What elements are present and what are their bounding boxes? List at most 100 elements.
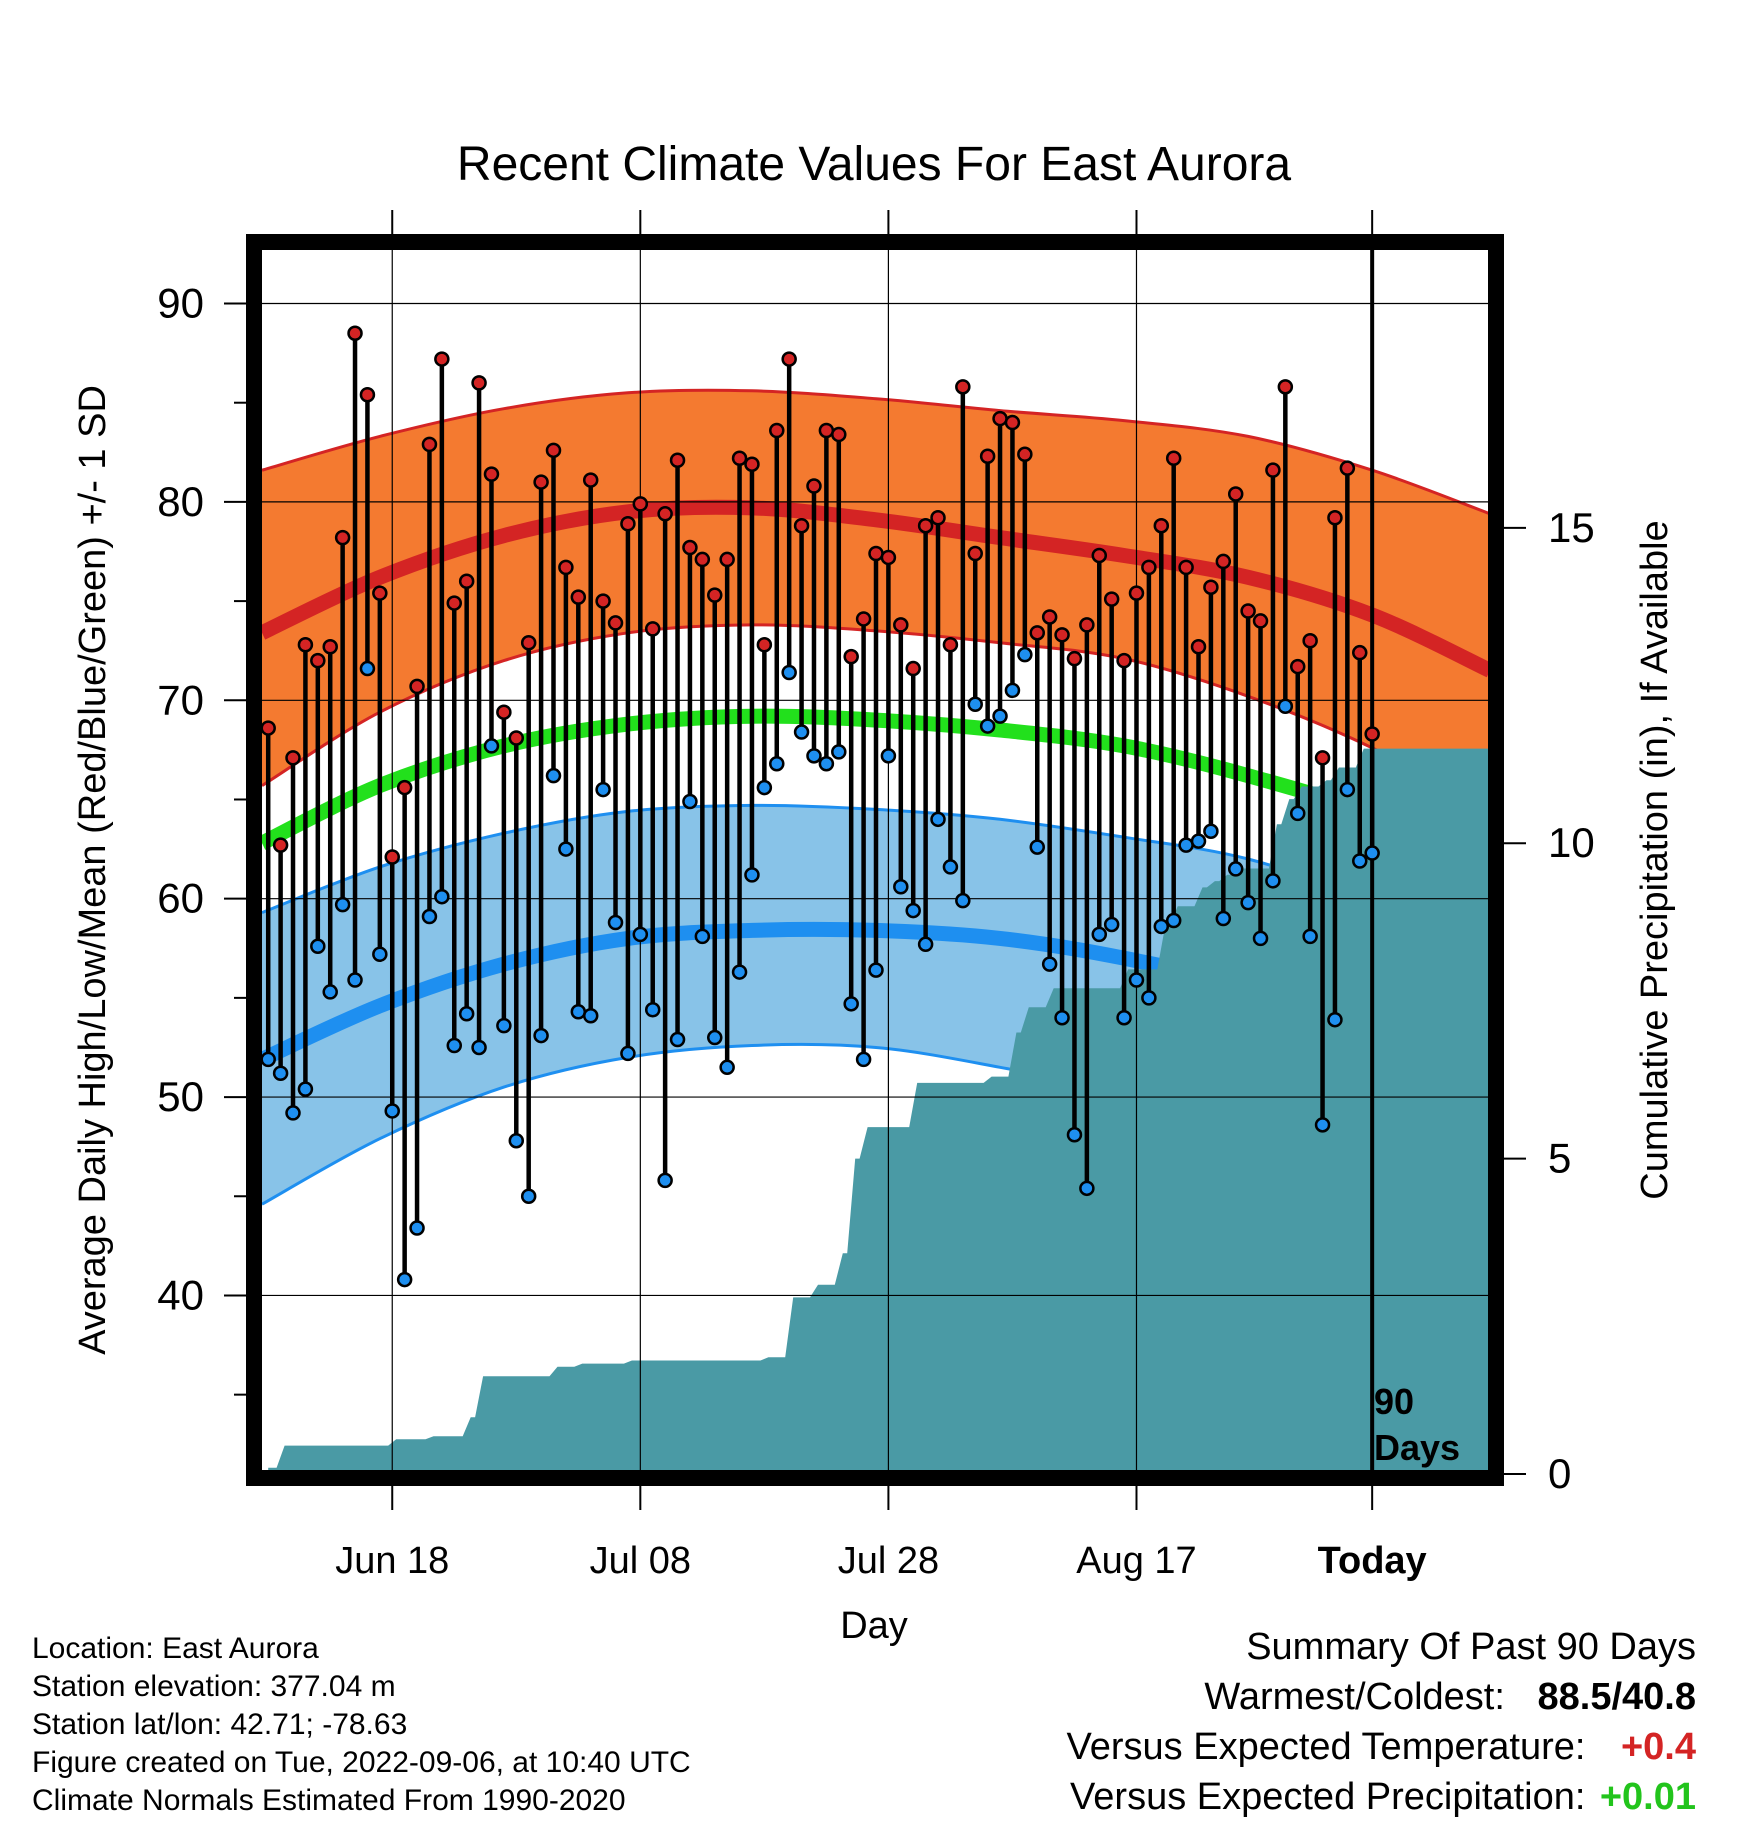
- daily-low-point: [1227, 861, 1244, 877]
- precipitation-area: [268, 748, 1490, 1474]
- daily-low-point: [285, 1105, 301, 1121]
- daily-high-point: [1054, 627, 1070, 643]
- axes: 40 50 60 70 80 90 0 5 10 15 Jun 18 Jul 08 Jul 28 Aug …: [157, 210, 1595, 1582]
- daily-low-point: [1116, 1009, 1132, 1026]
- daily-low-point: [1017, 646, 1033, 663]
- daily-low-point: [1178, 837, 1194, 853]
- daily-low-point: [1103, 916, 1120, 933]
- daily-low-point: [719, 1059, 735, 1076]
- daily-low-point: [868, 962, 884, 978]
- daily-high-point: [967, 545, 983, 562]
- daily-high-point: [396, 779, 413, 796]
- daily-high-point: [595, 593, 611, 609]
- daily-high-point: [917, 517, 934, 534]
- daily-high-point: [285, 750, 301, 766]
- daily-high-point: [471, 375, 487, 391]
- daily-high-point: [1190, 638, 1207, 655]
- daily-high-point: [669, 452, 686, 468]
- daily-high-point: [570, 589, 587, 605]
- daily-low-point: [769, 756, 785, 772]
- daily-low-point: [1128, 972, 1145, 988]
- daily-high-point: [496, 704, 512, 720]
- daily-low-point: [1302, 928, 1318, 945]
- daily-high-point: [620, 515, 636, 532]
- daily-high-point: [1128, 585, 1145, 601]
- daily-high-point: [1364, 726, 1380, 742]
- daily-high-point: [1327, 510, 1343, 526]
- daily-low-point: [1203, 823, 1219, 839]
- daily-high-point: [806, 478, 822, 494]
- temp-anomaly-value: +0.4: [1620, 1726, 1696, 1768]
- daily-high-point: [1091, 547, 1108, 564]
- daily-high-point: [1203, 579, 1219, 595]
- x-tick-label: Jun 18: [335, 1540, 449, 1582]
- daily-low-point: [1215, 910, 1232, 927]
- daily-low-point: [806, 748, 822, 764]
- daily-low-point: [1066, 1127, 1083, 1143]
- daily-low-point: [520, 1188, 537, 1205]
- daily-high-point: [781, 351, 797, 367]
- daily-high-point: [1277, 379, 1294, 395]
- daily-high-point: [1017, 446, 1033, 463]
- daily-low-point: [545, 767, 562, 784]
- daily-high-point: [880, 549, 897, 566]
- daily-high-point: [359, 387, 376, 403]
- daily-points: [260, 325, 1380, 1288]
- daily-low-point: [620, 1045, 636, 1062]
- daily-high-point: [322, 638, 338, 655]
- daily-low-point: [644, 1002, 661, 1018]
- daily-high-point: [657, 506, 673, 522]
- daily-low-point: [334, 896, 351, 913]
- daily-low-point: [1091, 926, 1108, 943]
- daily-low-point: [917, 936, 934, 953]
- daily-low-point: [905, 902, 921, 919]
- daily-high-point: [508, 730, 525, 746]
- daily-low-point: [1339, 781, 1356, 798]
- daily-high-point: [992, 410, 1008, 427]
- daily-low-point: [893, 879, 909, 895]
- daily-low-point: [372, 946, 388, 962]
- daily-low-point: [1190, 833, 1207, 849]
- daily-low-point: [992, 708, 1008, 724]
- daily-high-point: [905, 660, 921, 677]
- precip-anomaly-row: Versus Expected Precipitation: +0.01: [1067, 1772, 1696, 1822]
- station-info: Location: East Aurora Station elevation:…: [32, 1630, 691, 1820]
- warmest-coldest-row: Warmest/Coldest: 88.5/40.8: [1067, 1672, 1696, 1722]
- daily-high-point: [793, 517, 810, 534]
- y-right-tick-label: 5: [1548, 1135, 1571, 1182]
- daily-low-point: [1352, 853, 1368, 869]
- daily-high-point: [1029, 625, 1046, 641]
- y-right-tick-label: 15: [1548, 504, 1595, 551]
- daily-high-point: [558, 559, 574, 576]
- daily-high-point: [1066, 650, 1083, 667]
- x-tick-label: Aug 17: [1076, 1540, 1196, 1582]
- daily-high-point: [1103, 591, 1120, 607]
- y-left-tick-label: 50: [157, 1073, 204, 1120]
- plot-border: [246, 234, 1504, 1486]
- daily-low-point: [508, 1132, 525, 1149]
- daily-low-point: [570, 1004, 587, 1020]
- daily-low-point: [706, 1029, 723, 1046]
- daily-low-point: [421, 908, 438, 925]
- daily-high-point: [310, 652, 326, 669]
- daily-high-point: [1178, 559, 1194, 576]
- daily-high-point: [1165, 450, 1182, 467]
- plot-frame: [246, 234, 1504, 1486]
- daily-high-point: [1289, 658, 1306, 675]
- daily-low-point: [930, 811, 946, 828]
- daily-low-point: [781, 664, 797, 681]
- summary-title: Summary Of Past 90 Days: [1246, 1626, 1696, 1668]
- daily-low-point: [533, 1027, 549, 1044]
- daily-low-point: [682, 793, 698, 810]
- daily-high-point: [706, 587, 723, 603]
- created-text: Figure created on Tue, 2022-09-06, at 10…: [32, 1746, 691, 1779]
- daily-range-stems: [265, 333, 1375, 1280]
- daily-high-point: [1079, 617, 1095, 633]
- daily-high-point: [520, 635, 537, 651]
- y-left-tick-label: 60: [157, 875, 204, 922]
- daily-low-point: [1364, 845, 1380, 861]
- daily-high-point: [955, 379, 971, 395]
- daily-low-point: [843, 996, 859, 1012]
- daily-high-point: [1314, 750, 1331, 766]
- daily-high-point: [1352, 644, 1368, 661]
